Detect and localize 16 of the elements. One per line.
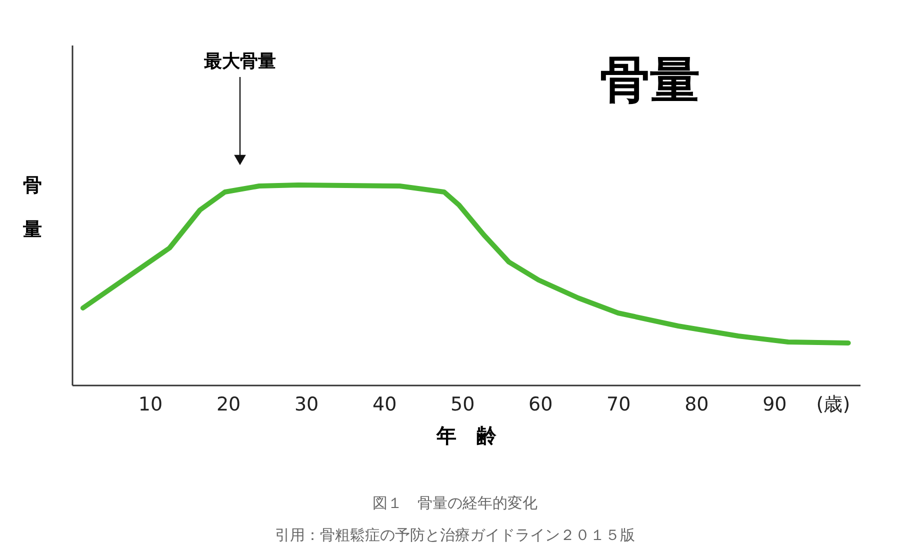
x-tick-label: 60 [528, 394, 553, 416]
x-tick-label: 90 [762, 394, 787, 416]
x-tick-label: 70 [606, 394, 631, 416]
x-tick-label: 50 [450, 394, 475, 416]
x-tick-label: 10 [138, 394, 163, 416]
text: 最大骨量 [203, 51, 276, 72]
y-axis-title: 骨量 [22, 174, 42, 240]
x-tick-label: 20 [216, 394, 241, 416]
x-tick-label: 40 [372, 394, 397, 416]
text: 引用：骨粗鬆症の予防と治療ガイドライン２０１５版 [275, 526, 635, 544]
chart-title: 骨量 [600, 51, 700, 109]
x-tick-label: 30 [294, 394, 319, 416]
x-tick-label: 80 [684, 394, 709, 416]
x-axis-title: 年 齢 [436, 424, 498, 448]
caption: 図１ 骨量の経年的変化 [372, 494, 538, 512]
x-tick-label: (歳) [816, 394, 850, 416]
